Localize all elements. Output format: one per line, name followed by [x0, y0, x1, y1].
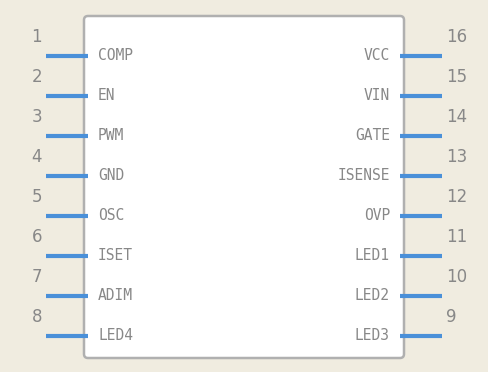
Text: ISENSE: ISENSE: [338, 169, 390, 183]
Text: 2: 2: [31, 68, 42, 86]
Text: 14: 14: [446, 108, 467, 126]
FancyBboxPatch shape: [84, 16, 404, 358]
Text: 13: 13: [446, 148, 467, 166]
Text: 12: 12: [446, 188, 467, 206]
Text: 6: 6: [32, 228, 42, 246]
Text: ISET: ISET: [98, 248, 133, 263]
Text: OVP: OVP: [364, 208, 390, 224]
Text: LED2: LED2: [355, 289, 390, 304]
Text: LED3: LED3: [355, 328, 390, 343]
Text: EN: EN: [98, 89, 116, 103]
Text: 15: 15: [446, 68, 467, 86]
Text: 3: 3: [31, 108, 42, 126]
Text: 8: 8: [32, 308, 42, 326]
Text: GND: GND: [98, 169, 124, 183]
Text: 9: 9: [446, 308, 456, 326]
Text: VIN: VIN: [364, 89, 390, 103]
Text: COMP: COMP: [98, 48, 133, 64]
Text: 7: 7: [32, 268, 42, 286]
Text: ADIM: ADIM: [98, 289, 133, 304]
Text: VCC: VCC: [364, 48, 390, 64]
Text: 1: 1: [31, 28, 42, 46]
Text: 11: 11: [446, 228, 467, 246]
Text: OSC: OSC: [98, 208, 124, 224]
Text: 4: 4: [32, 148, 42, 166]
Text: LED1: LED1: [355, 248, 390, 263]
Text: GATE: GATE: [355, 128, 390, 144]
Text: PWM: PWM: [98, 128, 124, 144]
Text: 16: 16: [446, 28, 467, 46]
Text: LED4: LED4: [98, 328, 133, 343]
Text: 10: 10: [446, 268, 467, 286]
Text: 5: 5: [32, 188, 42, 206]
